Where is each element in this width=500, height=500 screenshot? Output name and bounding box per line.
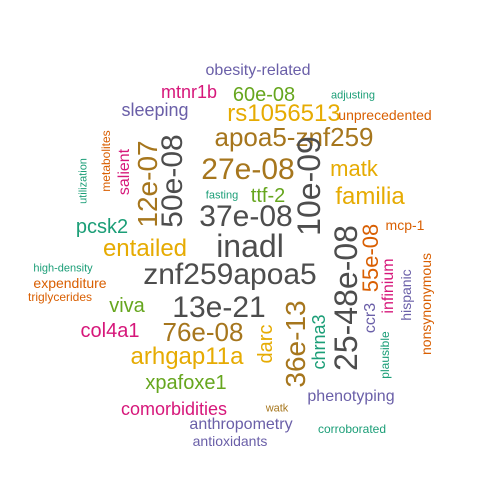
word-phenotyping: phenotyping — [307, 388, 395, 405]
word-znf259apoa5: znf259apoa5 — [143, 258, 317, 291]
word-arhgap11a: arhgap11a — [130, 343, 244, 370]
word-36e-13: 36e-13 — [280, 300, 311, 388]
word-13e-21: 13e-21 — [172, 291, 266, 324]
word-sleeping: sleeping — [121, 100, 189, 120]
word-apoa5-znf259: apoa5-znf259 — [214, 122, 374, 152]
word-darc: darc — [255, 324, 277, 364]
word-entailed: entailed — [102, 235, 188, 262]
word-antioxidants: antioxidants — [192, 433, 268, 449]
word-salient: salient — [116, 148, 133, 196]
word-high-density: high-density — [33, 262, 93, 275]
word-rs1056513: rs1056513 — [227, 100, 341, 127]
word-plausible: plausible — [378, 331, 392, 379]
word-chrna3: chrna3 — [309, 314, 329, 370]
word-watk: watk — [265, 402, 289, 415]
word-corroborated: corroborated — [317, 422, 387, 436]
word-anthropometry: anthropometry — [189, 416, 293, 433]
word-matk: matk — [330, 156, 378, 181]
word-viva: viva — [109, 295, 145, 317]
word-ttf-2: ttf-2 — [250, 185, 286, 207]
word-37e-08: 37e-08 — [199, 200, 293, 233]
word-expenditure: expenditure — [33, 275, 107, 291]
word-metabolites: metabolites — [99, 130, 113, 192]
word-fasting: fasting — [205, 189, 239, 202]
word-60e-08: 60e-08 — [232, 84, 296, 106]
word-hispanic: hispanic — [398, 269, 414, 321]
word-utilization: utilization — [77, 158, 90, 204]
word-pcsk2: pcsk2 — [75, 216, 129, 238]
word-mcp-1: mcp-1 — [385, 217, 425, 233]
word-comorbidities: comorbidities — [120, 399, 228, 419]
word-27e-08: 27e-08 — [201, 153, 295, 186]
word-mtnr1b: mtnr1b — [160, 82, 218, 102]
word-adjusting: adjusting — [330, 89, 376, 102]
word-ccr3: ccr3 — [362, 302, 379, 334]
word-55e-08: 55e-08 — [358, 223, 383, 293]
word-unprecedented: unprecedented — [338, 107, 432, 123]
word-10e-09: 10e-09 — [291, 136, 327, 236]
word-nonsynonymous: nonsynonymous — [418, 253, 434, 355]
word-triglycerides: triglycerides — [27, 290, 93, 304]
word-xpafoxe1: xpafoxe1 — [145, 372, 227, 394]
word-76e-08: 76e-08 — [162, 317, 244, 347]
word-obesity-related: obesity-related — [205, 62, 311, 79]
word-infinium: infinium — [380, 258, 397, 314]
word-50e-08: 50e-08 — [156, 134, 189, 228]
word-familia: familia — [335, 183, 405, 210]
word-col4a1: col4a1 — [80, 320, 140, 342]
word-inadl: inadl — [216, 228, 284, 264]
